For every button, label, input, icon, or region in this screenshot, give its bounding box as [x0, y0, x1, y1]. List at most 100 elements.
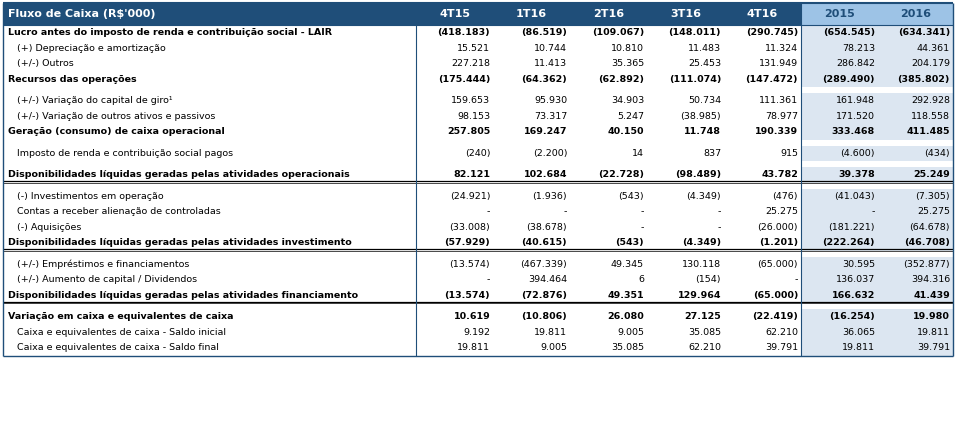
Bar	[3, 324, 416, 340]
Text: (22.419): (22.419)	[752, 312, 798, 321]
Bar	[416, 272, 493, 287]
Bar	[416, 287, 493, 303]
Bar	[493, 109, 570, 124]
Bar	[570, 93, 647, 109]
Bar	[416, 309, 493, 324]
Text: 36.065: 36.065	[842, 328, 875, 337]
Bar	[3, 220, 416, 235]
Text: -: -	[564, 207, 567, 216]
Text: (+) Depreciação e amortização: (+) Depreciação e amortização	[8, 44, 165, 53]
Text: 2015: 2015	[824, 9, 855, 19]
Bar	[493, 309, 570, 324]
Bar	[647, 189, 724, 204]
Bar	[570, 340, 647, 355]
Text: (98.489): (98.489)	[675, 170, 721, 179]
Text: 915: 915	[780, 149, 798, 158]
Bar	[647, 220, 724, 235]
Text: Lucro antes do imposto de renda e contribuição social - LAIR: Lucro antes do imposto de renda e contri…	[8, 28, 332, 37]
Text: 286.842: 286.842	[836, 59, 875, 68]
Bar	[878, 309, 953, 324]
Text: 4T16: 4T16	[747, 9, 778, 19]
Text: 19.811: 19.811	[534, 328, 567, 337]
Text: (62.892): (62.892)	[598, 75, 644, 84]
Bar	[493, 167, 570, 182]
Text: (7.305): (7.305)	[916, 192, 950, 201]
Text: 111.361: 111.361	[759, 96, 798, 105]
Bar	[570, 189, 647, 204]
Bar	[724, 220, 801, 235]
Text: 2016: 2016	[900, 9, 931, 19]
Text: 136.037: 136.037	[836, 275, 875, 284]
Bar	[570, 167, 647, 182]
Text: (654.545): (654.545)	[823, 28, 875, 37]
Text: (148.011): (148.011)	[668, 28, 721, 37]
Bar	[878, 257, 953, 272]
Bar	[801, 309, 878, 324]
Text: 9.005: 9.005	[618, 328, 644, 337]
Bar	[3, 3, 416, 25]
Bar	[647, 204, 724, 220]
Text: 25.249: 25.249	[913, 170, 950, 179]
Bar	[3, 235, 416, 251]
Bar	[570, 25, 647, 41]
Text: (65.000): (65.000)	[752, 291, 798, 300]
Text: (65.000): (65.000)	[757, 260, 798, 269]
Bar	[3, 72, 416, 87]
Text: (434): (434)	[924, 149, 950, 158]
Bar	[801, 109, 878, 124]
Bar	[724, 167, 801, 182]
Bar	[878, 220, 953, 235]
Bar	[493, 257, 570, 272]
Text: 30.595: 30.595	[842, 260, 875, 269]
Bar	[570, 3, 647, 25]
Bar	[416, 220, 493, 235]
Text: 411.485: 411.485	[906, 127, 950, 136]
Text: (-) Aquisições: (-) Aquisições	[8, 223, 81, 232]
Bar	[493, 189, 570, 204]
Text: (+/-) Outros: (+/-) Outros	[8, 59, 74, 68]
Text: 11.413: 11.413	[534, 59, 567, 68]
Text: Caixa e equivalentes de caixa - Saldo inicial: Caixa e equivalentes de caixa - Saldo in…	[8, 328, 226, 337]
Text: (154): (154)	[696, 275, 721, 284]
Text: (38.678): (38.678)	[527, 223, 567, 232]
Bar	[3, 287, 416, 303]
Text: (46.708): (46.708)	[904, 238, 950, 247]
Bar	[801, 340, 878, 355]
Text: 166.632: 166.632	[832, 291, 875, 300]
Text: (418.183): (418.183)	[438, 28, 490, 37]
Text: 9.192: 9.192	[464, 328, 490, 337]
Bar	[724, 272, 801, 287]
Text: Disponibilidades líquidas geradas pelas atividades investimento: Disponibilidades líquidas geradas pelas …	[8, 238, 352, 247]
Text: (181.221): (181.221)	[829, 223, 875, 232]
Bar	[724, 309, 801, 324]
Text: -: -	[794, 275, 798, 284]
Bar	[724, 3, 801, 25]
Bar	[878, 72, 953, 87]
Bar	[570, 220, 647, 235]
Bar	[878, 340, 953, 355]
Text: (22.728): (22.728)	[598, 170, 644, 179]
Text: 14: 14	[632, 149, 644, 158]
Text: 118.558: 118.558	[911, 112, 950, 121]
Text: 27.125: 27.125	[684, 312, 721, 321]
Text: (543): (543)	[616, 238, 644, 247]
Text: 95.930: 95.930	[534, 96, 567, 105]
Text: (33.008): (33.008)	[449, 223, 490, 232]
Bar	[3, 340, 416, 355]
Bar	[570, 235, 647, 251]
Bar	[724, 145, 801, 161]
Text: 190.339: 190.339	[755, 127, 798, 136]
Bar	[801, 235, 878, 251]
Bar	[878, 287, 953, 303]
Bar	[416, 72, 493, 87]
Text: (1.201): (1.201)	[759, 238, 798, 247]
Text: (24.921): (24.921)	[449, 192, 490, 201]
Text: 98.153: 98.153	[457, 112, 490, 121]
Bar	[570, 257, 647, 272]
Text: 41.439: 41.439	[913, 291, 950, 300]
Text: (289.490): (289.490)	[822, 75, 875, 84]
Bar	[724, 25, 801, 41]
Bar	[416, 56, 493, 72]
Bar	[493, 324, 570, 340]
Text: 5.247: 5.247	[618, 112, 644, 121]
